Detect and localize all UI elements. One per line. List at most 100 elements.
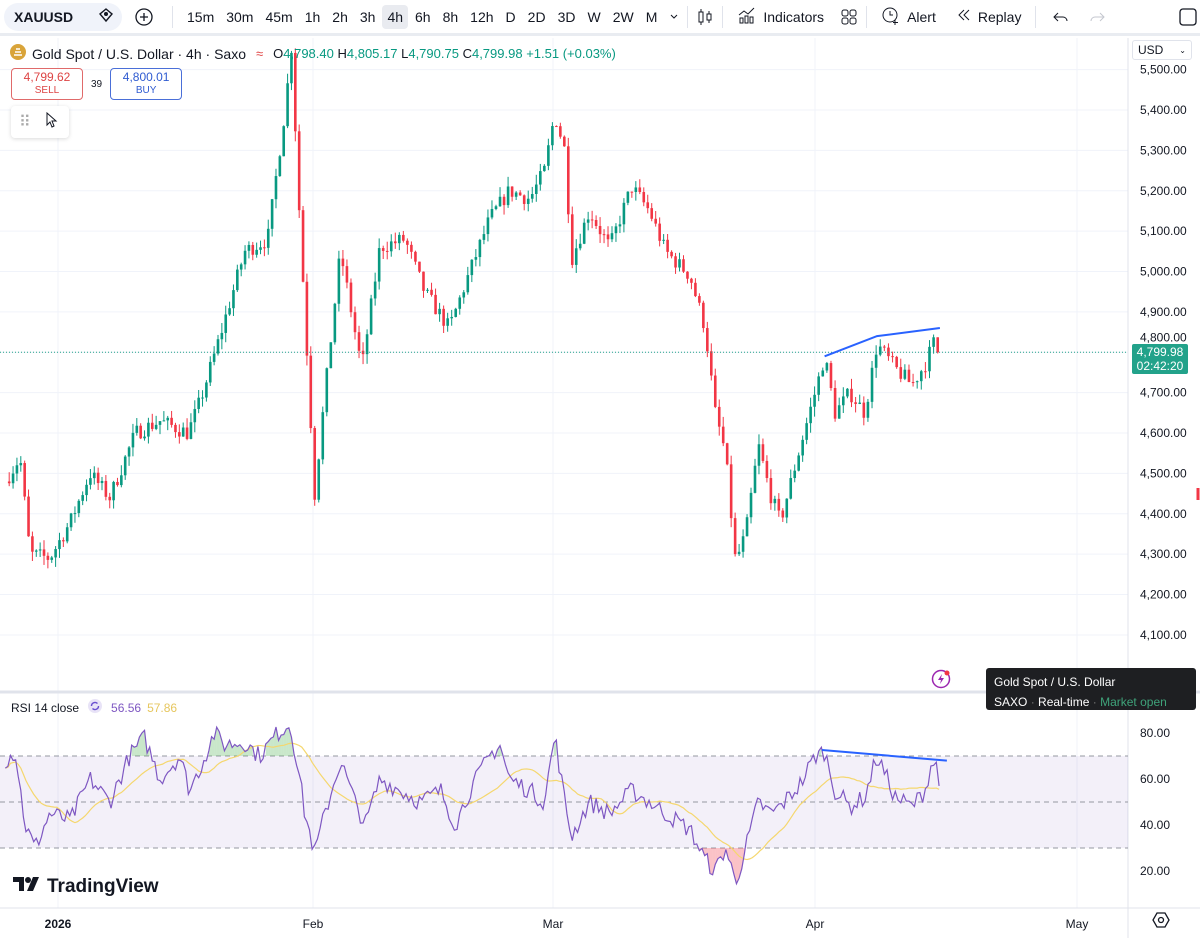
candle-body [729,464,733,519]
tradingview-logo[interactable]: TradingView [13,876,159,898]
candle-body [154,424,158,429]
symbol-title[interactable]: Gold Spot / U.S. Dollar · 4h · Saxo [32,45,246,62]
price-tick-label: 5,200.00 [1140,184,1187,198]
candle-body [602,234,606,236]
candle-body [725,443,729,465]
undo-icon[interactable] [1052,9,1070,25]
refresh-icon[interactable] [88,699,103,716]
drag-handle-icon[interactable]: ⠿ [19,114,31,131]
symbol-search[interactable]: XAUUSD [4,2,122,31]
timeframe-3h[interactable]: 3h [359,8,376,25]
candle-body [42,549,46,556]
candle-body [243,250,247,265]
replay-button[interactable]: Replay [950,7,1028,26]
candle-body [618,224,622,227]
candle-body [797,455,800,471]
rsi-ma-line [5,742,940,861]
candle-body [924,371,927,373]
candle-body [85,484,88,496]
timeframe-45m[interactable]: 45m [265,8,293,25]
price-tick-label: 4,100.00 [1140,628,1187,642]
rsi-overbought-fill [265,741,269,756]
divider [866,5,868,28]
chart-canvas[interactable]: 4,100.00 4,200.00 4,300.00 4,400.00 4,500.00… [0,38,1200,938]
diamond-icon[interactable] [98,7,114,26]
timeframe-12h[interactable]: 12h [470,8,494,25]
fullscreen-icon[interactable] [1178,7,1198,27]
rsi-overbought-fill [227,740,230,756]
settings-gear-icon[interactable] [1152,911,1170,934]
candle-body [317,459,321,500]
candle-body [470,259,474,276]
redo-icon[interactable] [1088,9,1106,25]
timeframe-D[interactable]: D [505,8,516,25]
candles-chart-type-icon[interactable] [696,7,714,27]
timeframe-15m[interactable]: 15m [187,8,215,25]
candle-body [555,126,558,128]
timeframe-3D[interactable]: 3D [557,8,576,25]
candle-body [266,228,270,248]
lightning-alert-icon[interactable] [931,669,951,694]
indicators-button[interactable]: Indicators [731,6,830,27]
timeframe-8h[interactable]: 8h [442,8,459,25]
candle-body [232,290,235,309]
buy-button[interactable]: 4,800.01 BUY [110,68,183,100]
candle-body [502,196,506,206]
tv-logo-icon [13,876,43,898]
trade-buttons: 4,799.62 SELL 39 4,800.01 BUY [11,68,183,100]
candle-body [891,356,894,358]
candle-body [706,328,709,352]
candle-body [255,249,258,255]
candle-body [7,481,11,484]
timeframe-2D[interactable]: 2D [527,8,546,25]
candle-body [135,425,139,433]
timeframe-W[interactable]: W [587,8,601,25]
candles [7,48,940,569]
candle-body [837,405,841,419]
timeframe-6h[interactable]: 6h [415,8,431,25]
timeframe-4h[interactable]: 4h [382,4,409,29]
candle-body [247,244,251,251]
rsi-oversold-fill [715,848,718,865]
timeframe-1h[interactable]: 1h [304,8,321,25]
candle-body [120,475,123,486]
candle-body [899,367,903,379]
alert-button[interactable]: Alert [875,5,942,28]
candle-body [365,334,369,355]
candle-body [486,217,490,235]
sell-button[interactable]: 4,799.62 SELL [11,68,83,100]
timeframe-30m[interactable]: 30m [226,8,254,25]
candle-body [353,312,357,333]
candle-body [228,308,231,315]
candle-body [259,247,262,250]
high-label: H [337,46,347,61]
candle-body [139,425,142,439]
candle-body [50,557,54,560]
chevron-down-icon[interactable] [669,12,679,22]
rsi-label[interactable]: RSI 14 close [11,700,80,715]
candle-body [11,473,15,484]
layouts-grid-icon[interactable] [840,8,858,26]
candle-body [442,308,445,326]
symbol-label: XAUUSD [14,8,74,25]
candle-body [393,241,397,244]
timeframe-M[interactable]: M [645,8,658,25]
cursor-arrow-icon[interactable] [45,111,59,133]
timeframe-2h[interactable]: 2h [332,8,348,25]
candle-body [570,214,574,265]
candle-body [862,402,866,418]
price-tick-label: 4,700.00 [1140,386,1187,400]
gold-symbol-icon [10,44,26,63]
timeframe-2W[interactable]: 2W [612,8,634,25]
price-tick-label: 5,000.00 [1140,265,1187,279]
rsi-trendline [821,749,947,762]
change-value: +1.51 (+0.03%) [526,46,616,61]
candle-body [286,83,289,127]
candle-body [402,234,405,241]
compare-add-icon[interactable] [134,7,154,27]
candle-body [96,472,100,484]
currency-select[interactable]: USD ⌄ [1132,40,1192,60]
candle-body [817,376,820,395]
candle-body [482,234,486,240]
candle-body [181,427,185,437]
